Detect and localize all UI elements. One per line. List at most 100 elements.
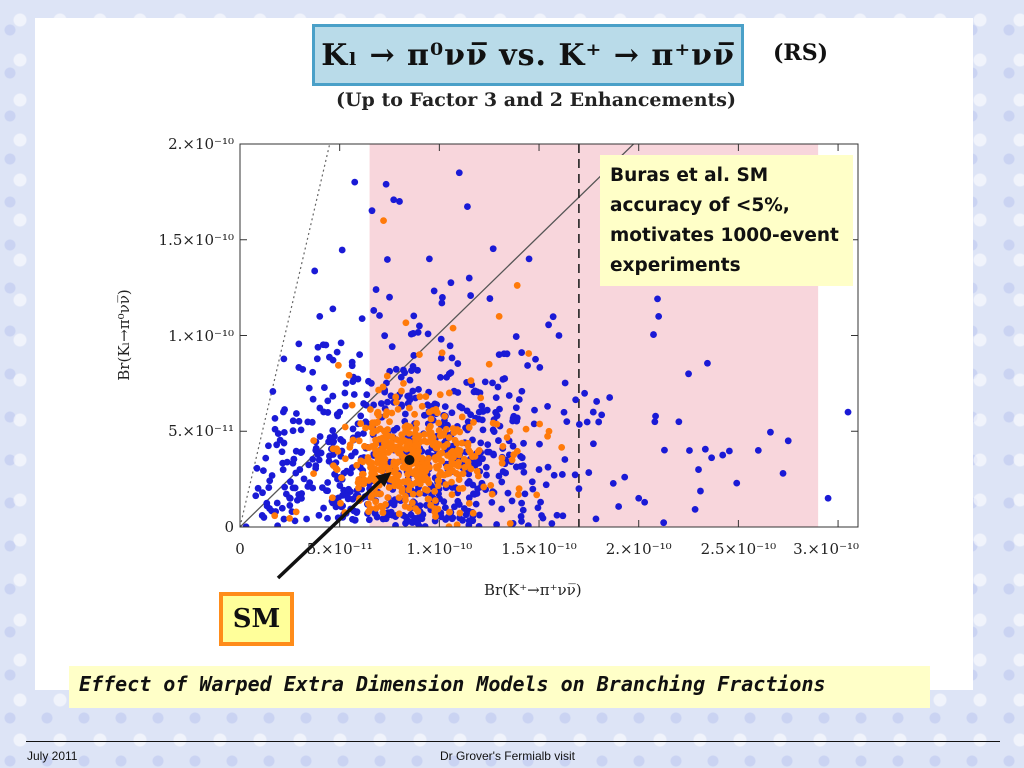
orange-point	[402, 319, 410, 327]
orange-point	[458, 439, 466, 447]
blue-point	[396, 198, 403, 205]
blue-point	[575, 420, 583, 428]
orange-point	[384, 426, 392, 433]
y-tick-label: 1.×10⁻¹⁰	[168, 326, 234, 345]
blue-point	[517, 513, 525, 520]
blue-point	[349, 515, 356, 523]
orange-point	[366, 505, 374, 512]
orange-point	[456, 509, 464, 517]
blue-point	[431, 400, 439, 408]
blue-point	[303, 515, 310, 523]
blue-point	[660, 519, 668, 527]
blue-point	[295, 417, 303, 425]
blue-point	[478, 402, 486, 410]
blue-point	[518, 517, 525, 525]
blue-point	[278, 504, 286, 512]
orange-point	[405, 438, 413, 446]
blue-point	[448, 354, 456, 362]
blue-point	[691, 505, 699, 513]
orange-point	[455, 476, 463, 483]
blue-point	[342, 402, 349, 410]
orange-point	[372, 447, 379, 454]
blue-point	[390, 501, 398, 509]
blue-point	[309, 395, 317, 403]
blue-point	[467, 292, 475, 299]
orange-point	[376, 466, 383, 473]
blue-point	[420, 411, 428, 419]
orange-point	[412, 425, 420, 433]
orange-point	[522, 425, 530, 433]
orange-point	[310, 470, 317, 478]
orange-point	[485, 360, 493, 368]
orange-point	[394, 471, 402, 479]
orange-point	[388, 409, 396, 417]
orange-point	[405, 486, 413, 494]
blue-point	[701, 445, 709, 453]
blue-point	[350, 391, 358, 398]
orange-point	[414, 507, 422, 515]
orange-point	[396, 437, 403, 445]
orange-point	[545, 427, 553, 435]
blue-point	[606, 394, 614, 401]
orange-point	[515, 485, 523, 493]
blue-point	[424, 330, 432, 338]
orange-point	[395, 494, 403, 502]
orange-point	[506, 427, 514, 435]
orange-point	[355, 476, 363, 483]
footer-presenter: Dr Grover's Fermialb visit	[440, 749, 575, 763]
orange-point	[412, 441, 420, 449]
orange-point	[477, 394, 485, 402]
blue-point	[339, 438, 347, 445]
blue-point	[351, 448, 359, 456]
orange-point	[409, 490, 417, 498]
blue-point	[260, 514, 268, 521]
blue-point	[572, 396, 580, 404]
blue-point	[287, 478, 294, 486]
blue-point	[305, 384, 313, 392]
blue-point	[488, 498, 496, 506]
orange-point	[454, 462, 462, 470]
x-tick-label: 2.×10⁻¹⁰	[605, 540, 672, 558]
blue-point	[316, 312, 324, 320]
blue-point	[279, 408, 287, 416]
blue-point	[333, 348, 341, 356]
orange-point	[394, 405, 402, 413]
blue-point	[535, 466, 543, 473]
blue-point	[329, 305, 337, 313]
blue-point	[521, 490, 529, 498]
blue-point	[784, 437, 792, 445]
orange-point	[411, 410, 418, 418]
orange-point	[384, 494, 392, 501]
orange-point	[435, 419, 443, 427]
blue-point	[558, 471, 566, 478]
blue-point	[621, 473, 629, 481]
blue-point	[329, 392, 337, 400]
orange-point	[465, 499, 473, 507]
blue-point	[414, 519, 422, 527]
blue-point	[531, 406, 538, 414]
blue-point	[437, 373, 444, 381]
orange-point	[416, 393, 424, 401]
blue-point	[345, 485, 352, 493]
orange-point	[442, 481, 450, 488]
orange-point	[395, 482, 403, 490]
orange-point	[510, 451, 518, 459]
blue-point	[477, 439, 485, 447]
blue-point	[329, 439, 337, 447]
orange-point	[355, 484, 362, 492]
blue-point	[313, 355, 321, 363]
grossman-nir-bound-line	[240, 144, 331, 527]
blue-point	[635, 494, 643, 502]
blue-point	[405, 517, 413, 525]
blue-point	[725, 447, 733, 455]
orange-point	[508, 456, 516, 464]
blue-point	[489, 379, 496, 387]
blue-point	[367, 379, 375, 387]
blue-point	[349, 425, 357, 433]
blue-point	[304, 483, 312, 490]
orange-point	[459, 470, 467, 478]
y-tick-label: 0	[224, 518, 234, 536]
blue-point	[469, 481, 477, 489]
orange-point	[445, 523, 453, 527]
blue-point	[472, 500, 480, 508]
